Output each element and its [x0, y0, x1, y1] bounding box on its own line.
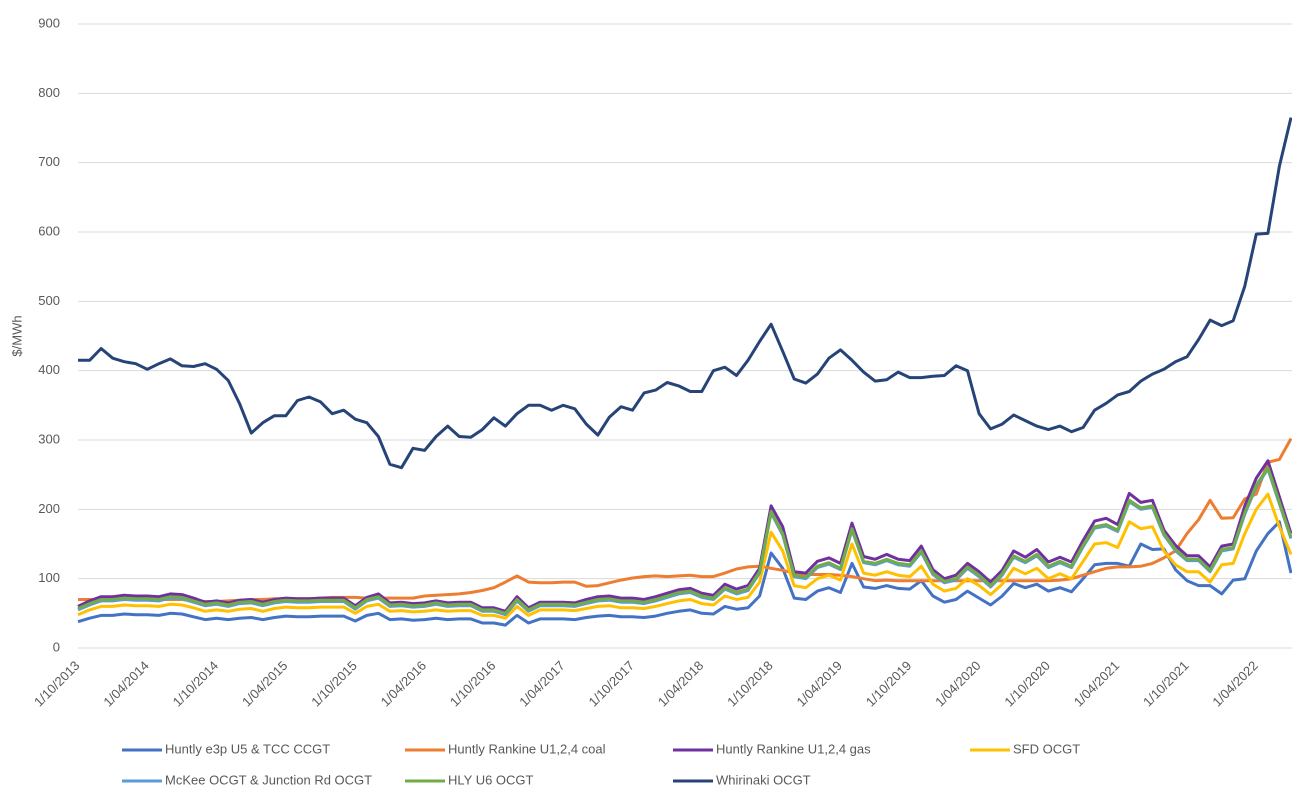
y-tick-label: 300: [38, 431, 60, 446]
x-tick-label: 1/10/2020: [1001, 658, 1053, 710]
x-tick-label: 1/04/2014: [100, 658, 152, 710]
legend-label: Huntly e3p U5 & TCC CCGT: [165, 741, 330, 756]
series-line: [78, 117, 1292, 470]
series-line: [77, 492, 1292, 620]
y-tick-label: 900: [38, 15, 60, 30]
legend-label: SFD OCGT: [1013, 741, 1080, 756]
x-tick-label: 1/10/2018: [724, 658, 776, 710]
x-tick-label: 1/10/2017: [586, 658, 638, 710]
y-axis-label: $/MWh: [9, 315, 24, 356]
x-tick-label: 1/10/2021: [1140, 658, 1192, 710]
x-tick-label: 1/04/2019: [794, 658, 846, 710]
x-tick-label: 1/10/2015: [308, 658, 360, 710]
x-tick-label: 1/04/2021: [1071, 658, 1123, 710]
x-tick-label: 1/04/2018: [655, 658, 707, 710]
legend-label: Huntly Rankine U1,2,4 gas: [716, 741, 871, 756]
y-tick-label: 200: [38, 501, 60, 516]
series-line: [77, 466, 1292, 615]
y-tick-label: 700: [38, 154, 60, 169]
y-tick-label: 800: [38, 85, 60, 100]
y-tick-label: 100: [38, 570, 60, 585]
legend-label: Huntly Rankine U1,2,4 coal: [448, 741, 606, 756]
x-tick-label: 1/10/2019: [863, 658, 915, 710]
x-tick-label: 1/04/2016: [378, 658, 430, 710]
x-tick-label: 1/04/2022: [1209, 658, 1261, 710]
y-tick-label: 0: [53, 639, 60, 654]
legend-label: McKee OCGT & Junction Rd OCGT: [165, 772, 372, 787]
x-tick-label: 1/04/2015: [239, 658, 291, 710]
x-tick-label: 1/10/2013: [31, 658, 83, 710]
x-tick-label: 1/10/2016: [447, 658, 499, 710]
y-tick-label: 400: [38, 362, 60, 377]
series-line: [77, 459, 1292, 613]
y-tick-label: 600: [38, 223, 60, 238]
series-line: [77, 520, 1292, 627]
legend-label: HLY U6 OCGT: [448, 772, 534, 787]
x-tick-label: 1/04/2020: [932, 658, 984, 710]
x-tick-label: 1/10/2014: [170, 658, 222, 710]
legend-label: Whirinaki OCGT: [716, 772, 811, 787]
y-tick-label: 500: [38, 293, 60, 308]
x-tick-label: 1/04/2017: [516, 658, 568, 710]
